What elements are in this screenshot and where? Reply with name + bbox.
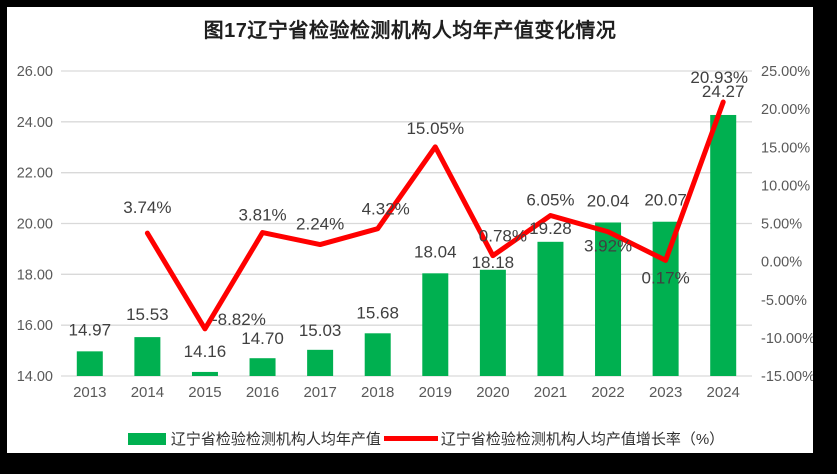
y2-axis-tick-label: -10.00%: [761, 331, 813, 347]
bar-value-label: 15.53: [126, 305, 169, 324]
growth-line: [144, 99, 726, 332]
x-axis-tick-label: 2021: [534, 384, 567, 401]
bar: [307, 349, 334, 376]
x-axis-tick-label: 2015: [188, 384, 221, 401]
y-axis-tick-label: 16.00: [17, 318, 53, 334]
legend-label-bar-series: 辽宁省检验检测机构人均年产值: [170, 431, 381, 448]
x-axis-tick-label: 2016: [246, 384, 279, 401]
y-axis-tick-label: 18.00: [17, 267, 53, 283]
y2-axis-tick-label: 25.00%: [761, 64, 810, 80]
line-value-label: -8.82%: [212, 310, 266, 329]
bar: [422, 273, 449, 376]
y-axis-tick-label: 20.00: [17, 217, 53, 233]
x-axis-tick-label: 2020: [476, 384, 509, 401]
y2-axis-tick-label: 5.00%: [761, 217, 802, 233]
line-value-label: 2.24%: [296, 215, 344, 234]
line-value-label: 3.74%: [123, 198, 171, 217]
line-value-label: 0.78%: [479, 227, 527, 246]
bar-value-label: 15.03: [299, 321, 342, 340]
bar: [76, 351, 103, 376]
x-axis-tick-label: 2018: [361, 384, 394, 401]
bar: [249, 358, 276, 376]
bar: [595, 222, 622, 376]
line-value-label: 3.92%: [584, 237, 632, 256]
chart-title: 图17辽宁省检验检测机构人均年产值变化情况: [203, 20, 617, 42]
bar-value-label: 14.70: [241, 329, 284, 348]
x-axis-tick-label: 2013: [73, 384, 106, 401]
bar-value-label: 18.18: [472, 253, 515, 272]
y-axis-tick-label: 24.00: [17, 115, 53, 131]
line-value-label: 20.93%: [690, 68, 748, 87]
y2-axis-tick-label: -15.00%: [761, 369, 813, 385]
y2-axis-tick-label: 0.00%: [761, 255, 802, 271]
bar: [479, 269, 506, 376]
bar-series-swatch-icon: [127, 432, 166, 445]
y-axis-tick-label: 26.00: [17, 64, 53, 80]
bar-value-label: 19.28: [529, 219, 572, 238]
bar-value-label: 18.04: [414, 242, 457, 261]
x-axis-tick-label: 2023: [649, 384, 682, 401]
bar-value-label: 24.27: [702, 82, 745, 101]
y2-axis-tick-label: 10.00%: [761, 178, 810, 194]
legend-item-line-series: 辽宁省检验检测机构人均产值增长率（%）: [381, 428, 724, 449]
bar: [652, 221, 679, 376]
bar-value-label: 14.97: [69, 320, 112, 339]
x-axis-tick-label: 2022: [591, 384, 624, 401]
x-axis-tick-label: 2024: [707, 384, 740, 401]
y2-axis-tick-label: 15.00%: [761, 140, 810, 156]
bar-value-label: 20.04: [587, 191, 630, 210]
bar: [710, 114, 737, 377]
line-series-swatch-icon: [383, 436, 438, 441]
line-value-label: 15.05%: [406, 119, 464, 138]
y-axis-tick-label: 22.00: [17, 166, 53, 182]
legend-item-bar-series: 辽宁省检验检测机构人均年产值: [127, 428, 381, 449]
line-value-label: 3.81%: [238, 206, 286, 225]
x-axis-tick-label: 2014: [131, 384, 164, 401]
line-value-label: 0.17%: [642, 268, 690, 287]
chart-legend: 辽宁省检验检测机构人均年产值 辽宁省检验检测机构人均产值增长率（%）: [23, 428, 829, 449]
y2-axis-tick-label: -5.00%: [761, 293, 807, 309]
line-value-label: 6.05%: [526, 190, 574, 209]
bar: [134, 337, 161, 376]
bar-value-label: 14.16: [184, 342, 227, 361]
bar-value-label: 20.07: [644, 191, 687, 210]
legend-label-line-series: 辽宁省检验检测机构人均产值增长率（%）: [440, 431, 725, 448]
bar: [191, 371, 218, 376]
bar-value-label: 15.68: [356, 303, 399, 322]
bar: [537, 241, 564, 376]
chart-canvas: 图17辽宁省检验检测机构人均年产值变化情况 26.00 24.00 22.00 20.…: [7, 7, 813, 453]
x-axis-tick-label: 2017: [303, 384, 336, 401]
x-axis-tick-label: 2019: [419, 384, 452, 401]
combo-chart-plot: 26.00 24.00 22.00 20.00 18.00 16.00 14.00 25.00…: [17, 64, 813, 401]
bar: [364, 333, 391, 376]
y2-axis-tick-label: 20.00%: [761, 102, 810, 118]
y-axis-tick-label: 14.00: [17, 369, 53, 385]
line-value-label: 4.32%: [362, 200, 410, 219]
